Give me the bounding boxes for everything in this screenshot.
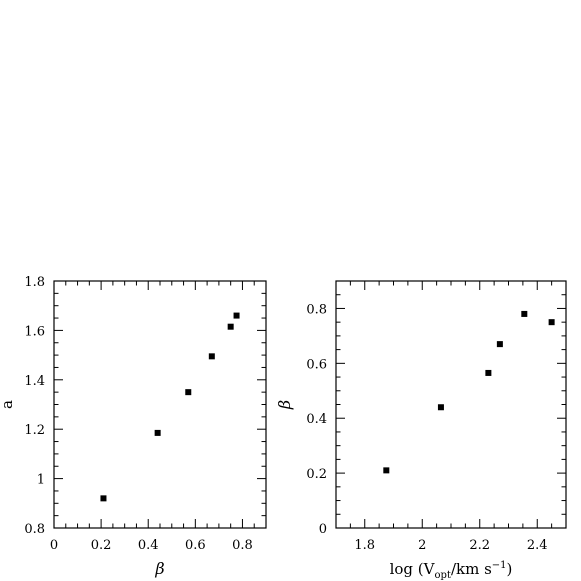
data-point [548,319,555,326]
x-axis-title: β [154,559,164,578]
x-axis-title-part: log (V [390,560,436,578]
y-tick-label: 1.8 [24,275,45,290]
x-axis-title: log (Vopt/km s−1) [390,560,513,581]
x-tick-label: 1.8 [354,538,375,553]
y-tick-label: 0.4 [306,412,327,427]
x-tick-label: 0.8 [232,538,253,553]
y-tick-label: 1 [37,473,45,488]
x-axis-title-part: /km s [451,560,492,578]
y-tick-label: 0.8 [24,522,45,537]
data-point [383,467,390,474]
x-tick-label: 0.2 [91,538,112,553]
x-tick-label: 2.2 [469,538,490,553]
left-panel-a-vs-beta: 0 0.2 0.4 0.6 0.8 0.8 1 1.2 1.4 1.6 1.8 β a [0,275,267,578]
data-point [208,353,215,360]
data-point [521,310,528,317]
data-point [485,369,492,376]
data-point [154,429,161,436]
y-axis-title: β [275,400,294,410]
data-point [100,495,107,502]
x-tick-label: 2 [418,538,426,553]
y-axis-title: a [0,400,16,409]
x-axis-title-subscript: opt [434,570,450,581]
y-tick-label: 1.6 [24,324,45,339]
data-point [185,389,192,396]
y-tick-label: 0.6 [306,357,327,372]
x-tick-label: 0 [50,538,58,553]
data-point [227,323,234,330]
data-point [233,312,240,319]
x-axis-title-part: ) [507,560,513,578]
y-tick-label: 1.2 [24,423,45,438]
plot-frame [335,280,567,529]
x-axis-title-superscript: −1 [492,560,507,571]
y-tick-label: 1.4 [24,374,45,389]
x-tick-label: 0.4 [138,538,159,553]
y-tick-label: 0.8 [306,302,327,317]
x-tick-label: 2.4 [527,538,548,553]
data-point [437,404,444,411]
x-tick-label: 0.6 [185,538,206,553]
data-point [496,341,503,348]
y-tick-label: 0.2 [306,467,327,482]
y-tick-label: 0 [319,522,327,537]
right-panel-beta-vs-logv: 1.8 2 2.2 2.4 0 0.2 0.4 0.6 0.8 log (Vopt/km s−1)… [275,280,567,581]
